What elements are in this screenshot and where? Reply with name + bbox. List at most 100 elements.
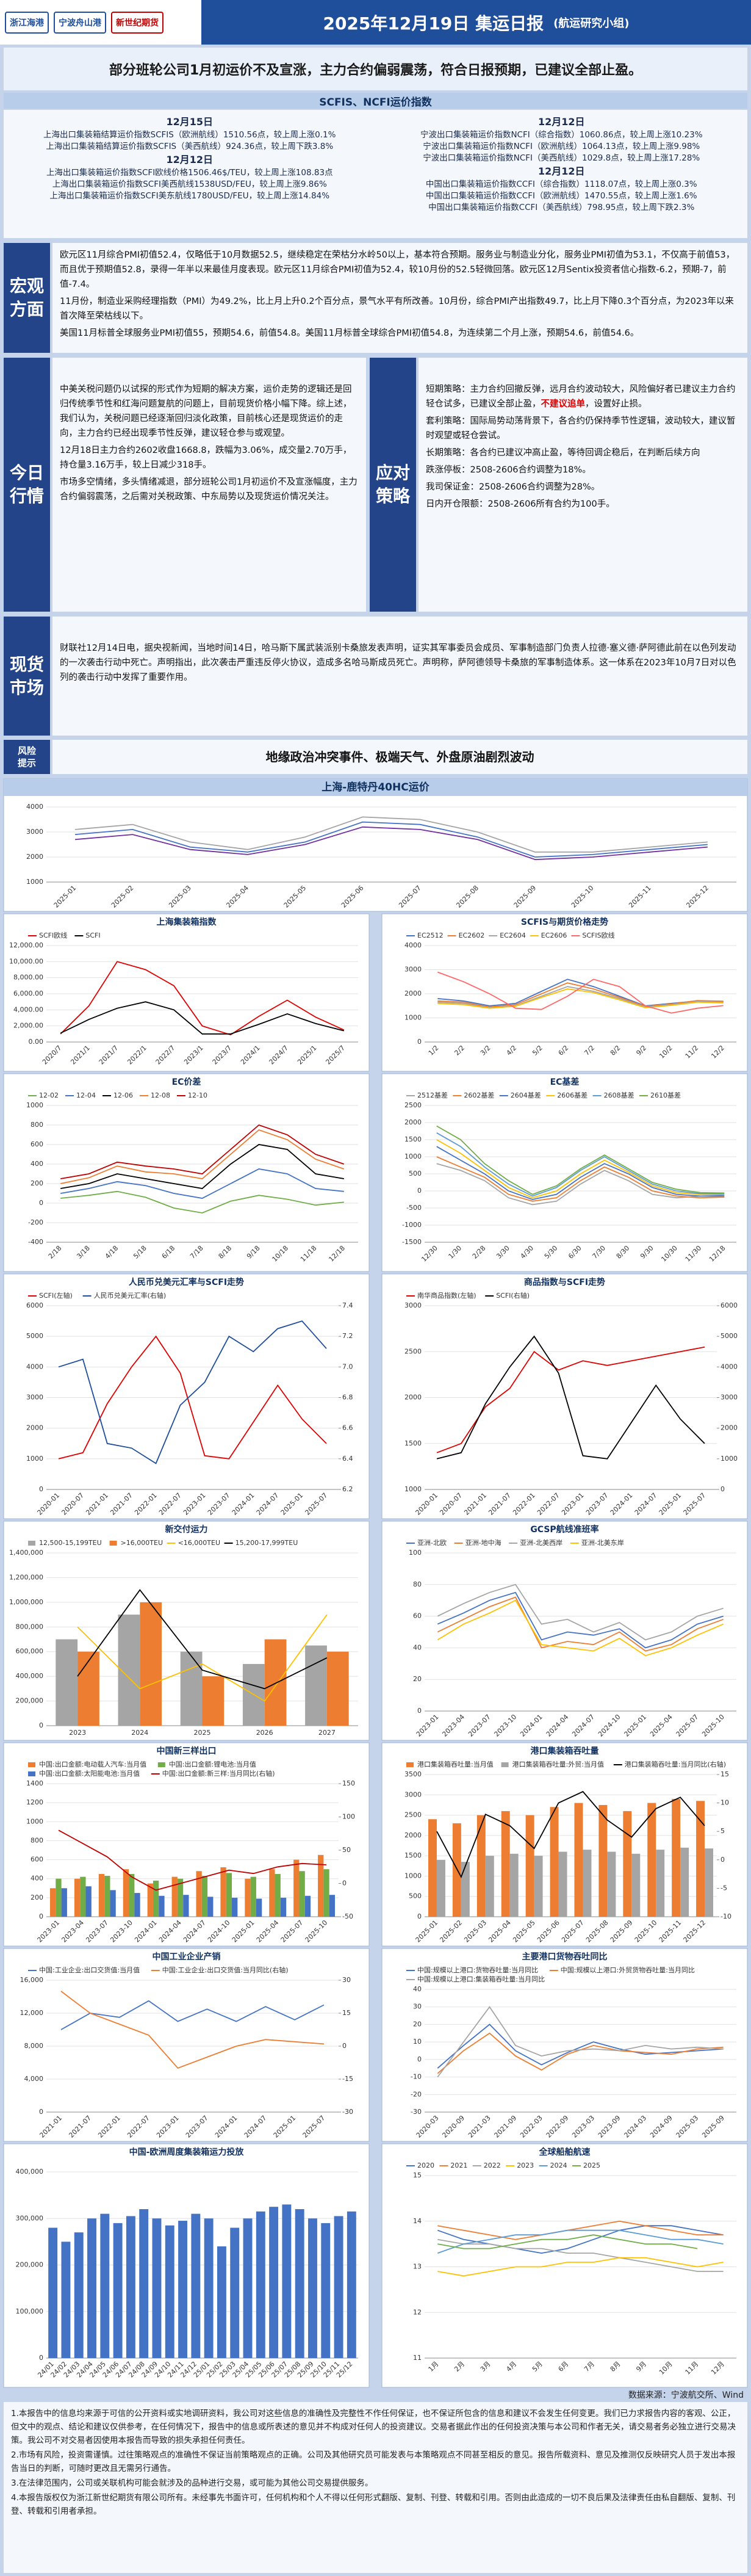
bar bbox=[428, 1819, 437, 1917]
line bbox=[75, 816, 708, 853]
legend-label: 中国:出口金额:锂电池:当月值 bbox=[169, 1760, 256, 1768]
macro-text: 欧元区11月综合PMI初值52.4，仅略低于10月数据52.5，继续稳定在荣枯分… bbox=[52, 243, 747, 353]
legend-label: 2023 bbox=[517, 2162, 534, 2169]
y2-tick-label: 7.4 bbox=[342, 1301, 353, 1309]
line bbox=[436, 1335, 705, 1460]
y-tick-label: 1,000,000 bbox=[9, 1598, 43, 1606]
chart-panel bbox=[3, 913, 370, 1072]
y-tick-label: 2500 bbox=[404, 1101, 422, 1109]
bar bbox=[558, 1851, 567, 1917]
index-line: 上海出口集装箱结算运价指数SCFIS（美西航线）924.36点，较上周下跌3.8… bbox=[46, 142, 334, 151]
legend-label: 亚洲-地中海 bbox=[465, 1538, 501, 1547]
y-tick-label: 4,000.00 bbox=[13, 1005, 43, 1013]
line bbox=[436, 1132, 725, 1197]
strategy-item: 跌涨停板：2508-2606合约调整为18%。 bbox=[426, 465, 591, 475]
line bbox=[437, 2257, 724, 2277]
line bbox=[437, 2225, 724, 2254]
legend-label: 2610基差 bbox=[650, 1091, 681, 1099]
y2-tick-label: 4000 bbox=[720, 1362, 738, 1370]
bar bbox=[501, 1811, 510, 1917]
bar bbox=[705, 1848, 714, 1917]
bar bbox=[680, 1847, 689, 1917]
bar bbox=[623, 1811, 632, 1917]
legend-label: 中国:工业企业:出口交货值:当月值 bbox=[39, 1966, 140, 1974]
legend-label: 12-02 bbox=[39, 1091, 59, 1099]
bar bbox=[647, 1803, 656, 1917]
y-tick-label: 0 bbox=[39, 1721, 43, 1729]
bar bbox=[153, 1880, 159, 1917]
highlight: 不建议追单 bbox=[541, 399, 586, 409]
line bbox=[58, 1829, 327, 1891]
chart-title: EC基差 bbox=[550, 1077, 580, 1087]
y-tick-label: 8,000 bbox=[24, 2042, 44, 2050]
index-column: 12月15日 上海出口集装箱结算运价指数SCFIS（欧洲航线）1510.56点，较… bbox=[4, 110, 376, 238]
disclaimer: 1.本报告中的信息均来源于可信的公开资料或实地调研资料，我公司对这些信息的准确性… bbox=[4, 2402, 747, 2573]
y-tick-label: 1000 bbox=[404, 1152, 422, 1160]
y2-tick-label: 15 bbox=[342, 2009, 351, 2017]
legend-label: 亚洲-北美西岸 bbox=[520, 1539, 562, 1547]
legend-label: SCFI bbox=[85, 932, 100, 939]
source: 数据来源：宁波航交所、Wind bbox=[628, 2390, 744, 2400]
y-tick-label: 10,000.00 bbox=[9, 957, 43, 965]
y-tick-label: 2500 bbox=[404, 1811, 422, 1819]
y-tick-label: 500 bbox=[409, 1892, 422, 1900]
line bbox=[437, 982, 724, 1008]
y-tick-label: 40 bbox=[413, 1985, 422, 1993]
bar bbox=[178, 2221, 188, 2358]
bar bbox=[134, 1893, 140, 1917]
y-tick-label: 1000 bbox=[26, 1817, 43, 1825]
bar bbox=[207, 1897, 214, 1917]
logo: 新世纪期货 bbox=[111, 11, 163, 34]
bar bbox=[476, 1815, 486, 1917]
bar bbox=[100, 2213, 110, 2358]
bar bbox=[126, 2216, 135, 2358]
bar bbox=[334, 2216, 343, 2358]
y-tick-label: 1500 bbox=[404, 1439, 422, 1447]
y-tick-label: 1,400,000 bbox=[9, 1549, 43, 1557]
legend-label: 港口集装箱吞吐量:外贸:当月值 bbox=[512, 1760, 604, 1768]
bar bbox=[87, 2218, 96, 2358]
bar bbox=[525, 1815, 534, 1917]
y2-tick-label: 7.0 bbox=[342, 1362, 353, 1370]
legend-label: 港口集装箱吞吐量:当月值 bbox=[417, 1760, 494, 1768]
bar bbox=[509, 1853, 519, 1917]
x-tick-label: 2026 bbox=[256, 1729, 273, 1737]
title-bar bbox=[4, 779, 747, 796]
line bbox=[437, 988, 724, 1009]
chart-panel bbox=[3, 778, 748, 912]
index-date: 12月12日 bbox=[537, 116, 585, 128]
bar bbox=[347, 2211, 356, 2358]
chart-panel bbox=[381, 1948, 748, 2142]
x-tick-label: 2023 bbox=[69, 1729, 86, 1737]
bar bbox=[696, 1801, 705, 1917]
bar bbox=[631, 1853, 641, 1917]
bar bbox=[217, 2246, 226, 2358]
legend-label: 中国:出口金额:太阳能电池:当月值 bbox=[39, 1769, 140, 1778]
legend-label: EC2512 bbox=[417, 932, 444, 939]
y-tick-label: 4000 bbox=[26, 1362, 43, 1370]
bar bbox=[123, 1869, 129, 1917]
strategy-list: 套利策略：国际局势动荡背景下，各合约仍保持季节性逻辑，波动较大，建议暂时观望或轻… bbox=[426, 414, 740, 512]
y-tick-label: 30 bbox=[413, 2003, 422, 2011]
y2-tick-label: 3000 bbox=[720, 1394, 738, 1402]
legend-label: 15,200-17,999TEU bbox=[235, 1539, 298, 1547]
legend-label: 2608基差 bbox=[604, 1091, 634, 1099]
line bbox=[77, 1589, 328, 1690]
index-line: 中国出口集装箱运价指数CCFI（综合指数）1118.07点，较上周上涨0.3% bbox=[425, 179, 697, 189]
y-tick-label: 4000 bbox=[26, 803, 43, 811]
y2-tick-label: 0 bbox=[342, 1880, 347, 1887]
bar bbox=[326, 1651, 349, 1726]
paragraph: 11月份，制造业采购经理指数（PMI）为49.2%，比上月上升0.2个百分点，景… bbox=[60, 297, 734, 321]
y2-tick-label: -15 bbox=[342, 2075, 353, 2083]
index-line: 宁波出口集装箱运价指数NCFI（美西航线）1029.8点，较上周上涨17.28% bbox=[423, 153, 700, 163]
y-tick-label: 6000 bbox=[26, 1301, 43, 1309]
logo: 浙江海港 bbox=[5, 11, 49, 34]
bar bbox=[305, 1645, 327, 1726]
legend-label: 2025 bbox=[583, 2162, 600, 2169]
subtitle: (航运研究小组) bbox=[553, 16, 630, 30]
line bbox=[437, 1583, 724, 1641]
strategy-item: 套利策略：国际局势动荡背景下，各合约仍保持季节性逻辑，波动较大，建议暂时观望或轻… bbox=[426, 416, 736, 441]
line bbox=[58, 1335, 327, 1460]
y-tick-label: -1500 bbox=[402, 1238, 422, 1246]
y2-tick-label: -50 bbox=[342, 1912, 353, 1920]
